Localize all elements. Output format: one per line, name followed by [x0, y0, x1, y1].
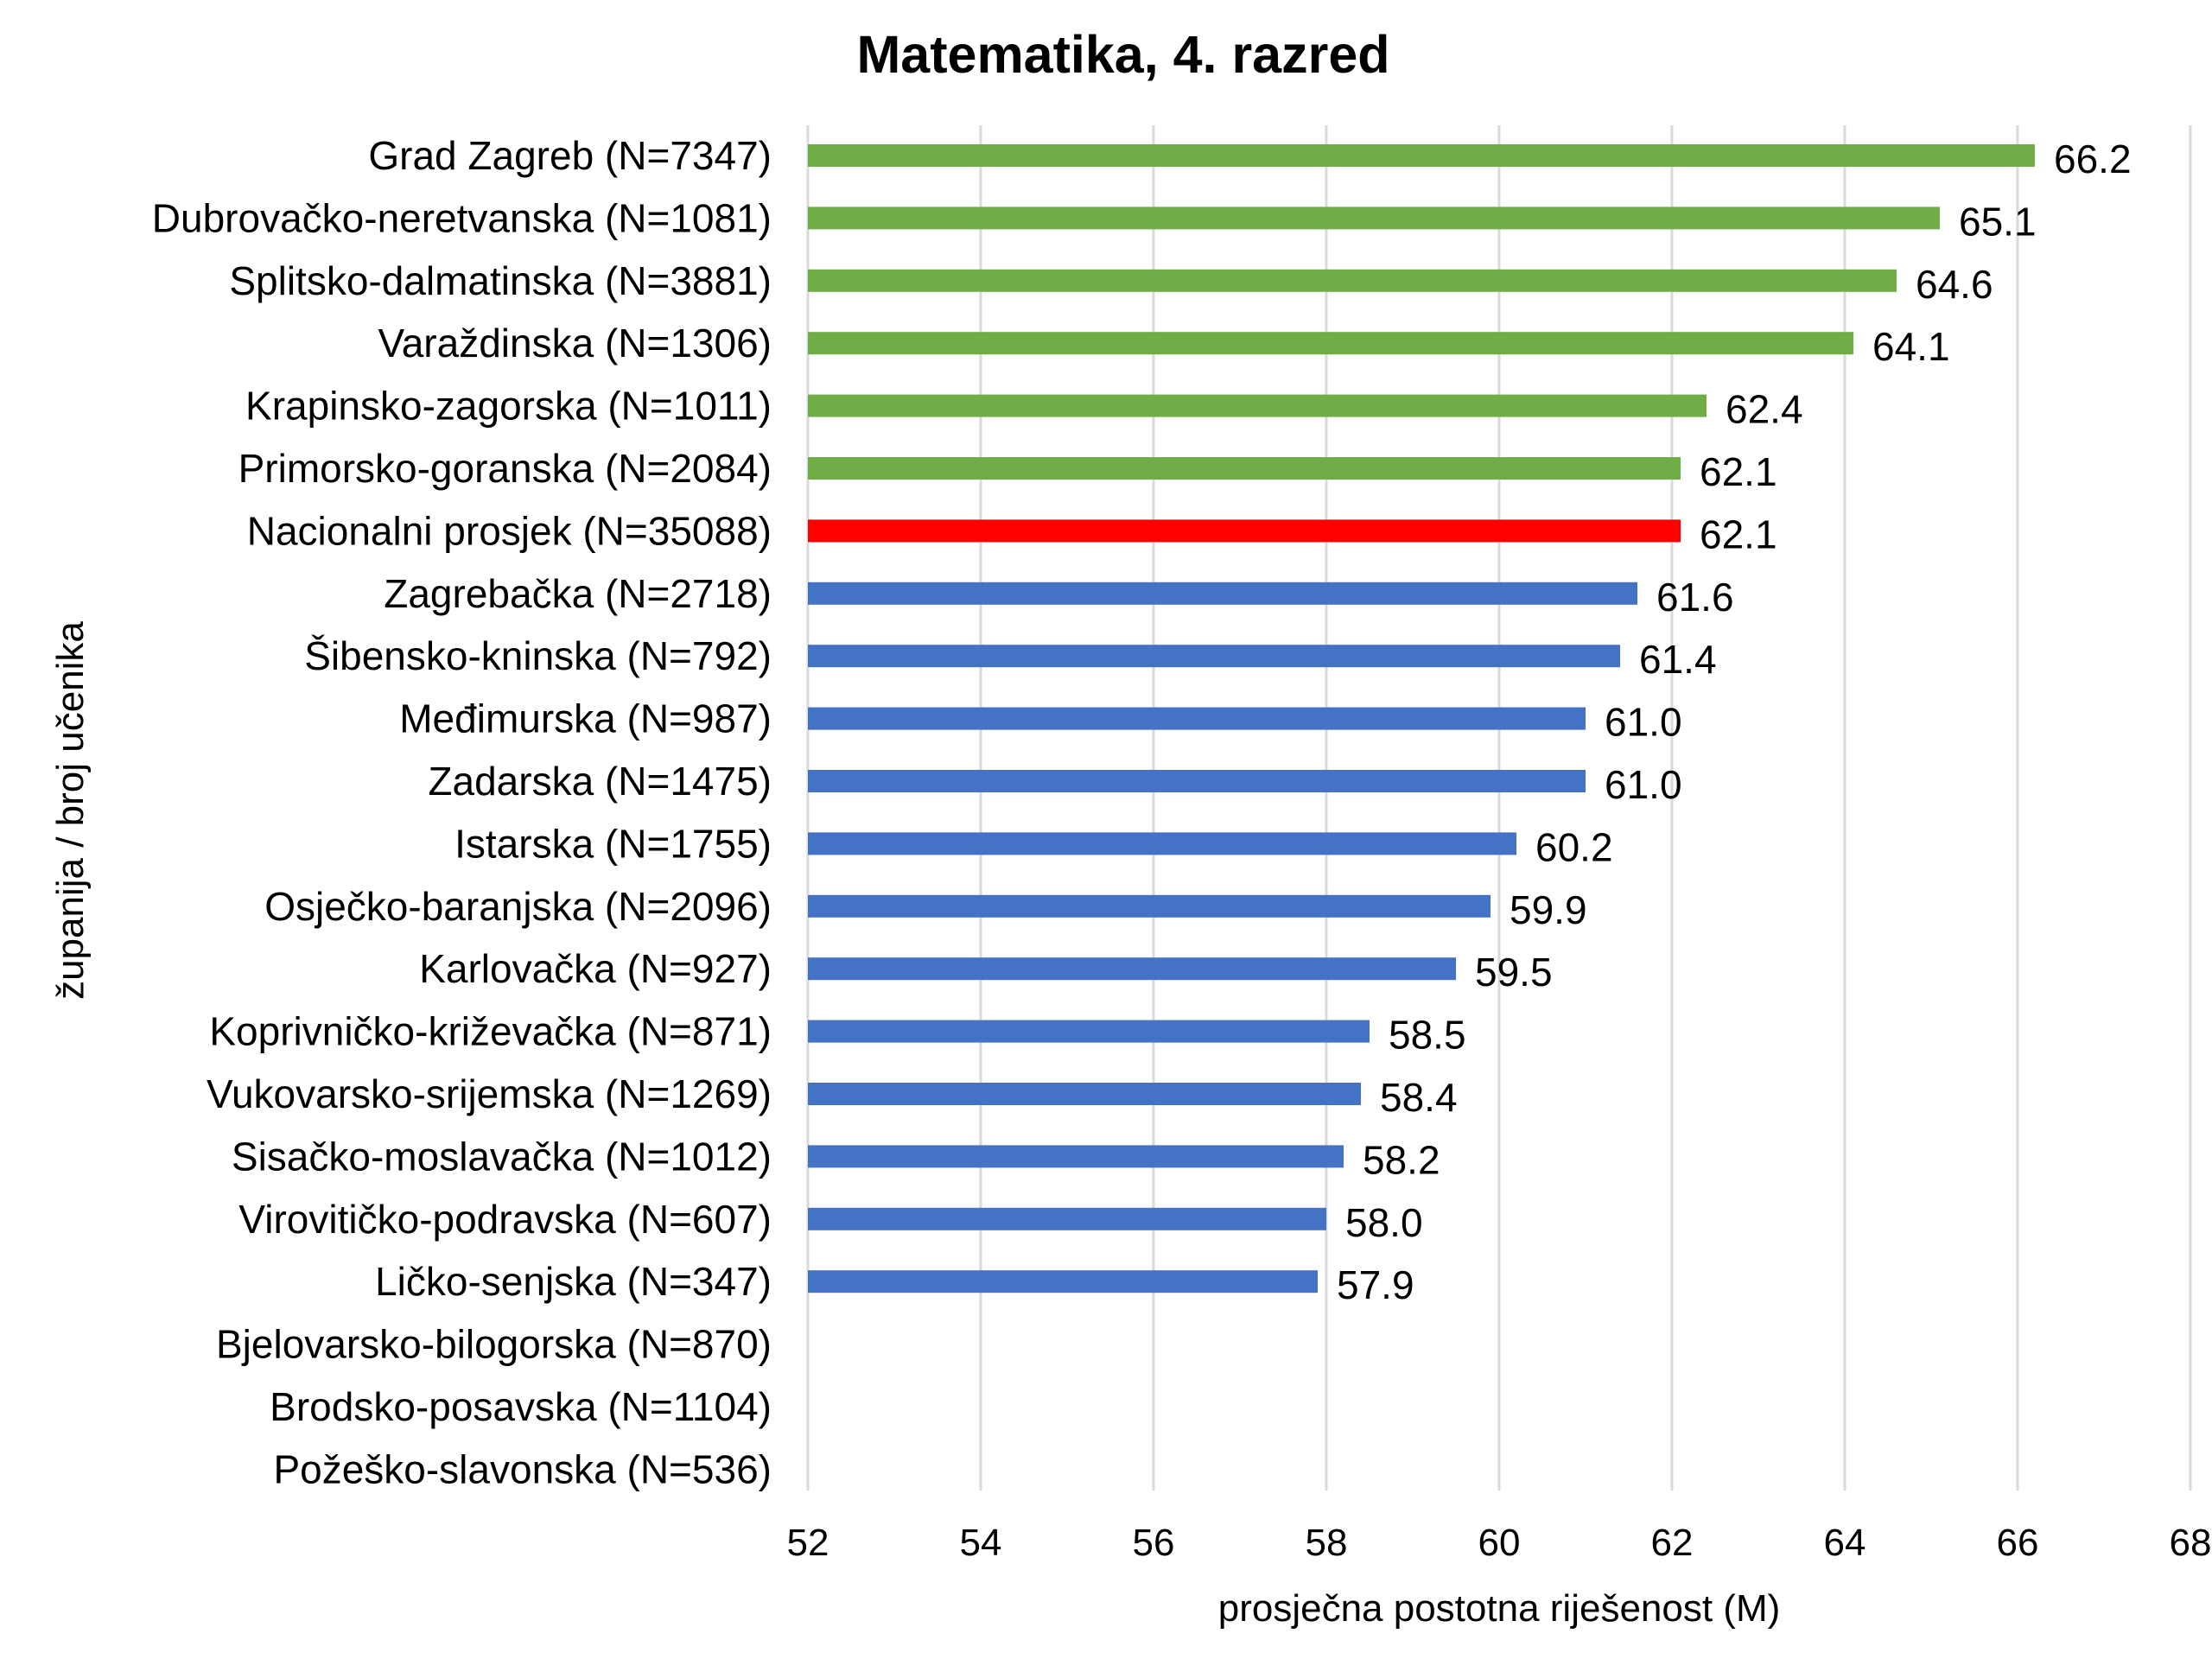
data-label: 57.9 [1337, 1262, 1414, 1307]
category-label: Krapinsko-zagorska (N=1011) [245, 384, 772, 429]
bar [808, 144, 2035, 167]
bar [808, 394, 1707, 417]
x-tick-label: 52 [787, 1522, 830, 1564]
x-tick-label: 66 [1997, 1522, 2039, 1564]
category-label: Ličko-senjska (N=347) [375, 1259, 772, 1304]
category-label: Sisačko-moslavačka (N=1012) [232, 1134, 772, 1179]
bar [808, 707, 1586, 730]
data-label: 62.4 [1726, 387, 1803, 432]
category-label: Zadarska (N=1475) [428, 759, 772, 804]
bar [808, 645, 1620, 668]
data-label: 60.2 [1535, 824, 1613, 869]
bar [808, 1270, 1318, 1294]
category-label: Karlovačka (N=927) [419, 946, 772, 991]
data-label: 62.1 [1700, 449, 1777, 494]
data-label: 59.5 [1475, 950, 1553, 995]
category-label: Šibensko-kninska (N=792) [304, 633, 772, 678]
bars [808, 144, 2035, 1294]
category-label: Splitsko-dalmatinska (N=3881) [229, 258, 772, 303]
bar [808, 582, 1637, 605]
x-tick-labels: 52 54 56 58 60 62 64 66 68 [787, 1522, 2212, 1564]
value-labels: 66.2 65.1 64.6 64.1 62.4 62.1 62.1 61.6 61.4 61.0… [1337, 137, 2132, 1307]
data-label: 58.2 [1363, 1137, 1440, 1182]
x-tick-label: 68 [2170, 1522, 2212, 1564]
bar [808, 1020, 1370, 1043]
category-label: Osječko-baranjska (N=2096) [264, 884, 772, 929]
category-label: Grad Zagreb (N=7347) [368, 133, 772, 178]
x-tick-label: 54 [960, 1522, 1002, 1564]
bar [808, 519, 1681, 543]
data-label: 64.1 [1872, 324, 1950, 369]
data-label: 58.0 [1345, 1200, 1423, 1245]
data-label: 59.9 [1510, 887, 1587, 932]
x-axis-title: prosječna postotna riješenost (M) [1218, 1587, 1781, 1630]
data-label: 61.0 [1605, 700, 1682, 745]
category-labels: Grad Zagreb (N=7347) Dubrovačko-neretvans… [152, 133, 772, 1491]
category-label: Bjelovarsko-bilogorska (N=870) [216, 1322, 772, 1367]
x-tick-label: 62 [1651, 1522, 1694, 1564]
data-label: 66.2 [2054, 137, 2132, 181]
category-label: Varaždinska (N=1306) [378, 321, 772, 365]
y-axis-title: županija / broj učenika [49, 621, 92, 1000]
category-label: Požeško-slavonska (N=536) [273, 1446, 772, 1491]
data-label: 64.6 [1916, 262, 1993, 307]
category-label: Zagrebačka (N=2718) [384, 571, 772, 616]
category-label: Nacionalni prosjek (N=35088) [247, 508, 772, 553]
data-label: 61.6 [1656, 575, 1734, 620]
bar [808, 1145, 1344, 1168]
bar [808, 1207, 1326, 1230]
data-label: 61.0 [1605, 762, 1682, 807]
data-label: 58.5 [1389, 1013, 1466, 1058]
data-label: 62.1 [1700, 512, 1777, 556]
category-label: Međimurska (N=987) [399, 696, 772, 741]
category-label: Dubrovačko-neretvanska (N=1081) [152, 195, 772, 240]
x-tick-label: 60 [1478, 1522, 1521, 1564]
x-tick-label: 58 [1306, 1522, 1348, 1564]
bar [808, 894, 1491, 918]
chart-title: Matematika, 4. razred [856, 25, 1389, 84]
bar [808, 770, 1586, 792]
bar [808, 269, 1897, 292]
data-label: 61.4 [1639, 637, 1717, 682]
bar [808, 207, 1940, 230]
bar [808, 832, 1516, 855]
data-label: 65.1 [1959, 199, 2037, 244]
category-label: Virovitičko-podravska (N=607) [238, 1197, 772, 1242]
bar [808, 957, 1456, 981]
data-label: 58.4 [1380, 1075, 1458, 1120]
bar [808, 457, 1681, 480]
category-label: Koprivničko-križevačka (N=871) [209, 1009, 772, 1054]
category-label: Brodsko-posavska (N=1104) [270, 1384, 772, 1429]
x-tick-label: 56 [1133, 1522, 1175, 1564]
category-label: Primorsko-goranska (N=2084) [238, 446, 772, 491]
bar [808, 332, 1853, 355]
bar [808, 1083, 1361, 1105]
x-tick-label: 64 [1824, 1522, 1866, 1564]
category-label: Istarska (N=1755) [454, 821, 772, 866]
category-label: Vukovarsko-srijemska (N=1269) [207, 1071, 772, 1116]
